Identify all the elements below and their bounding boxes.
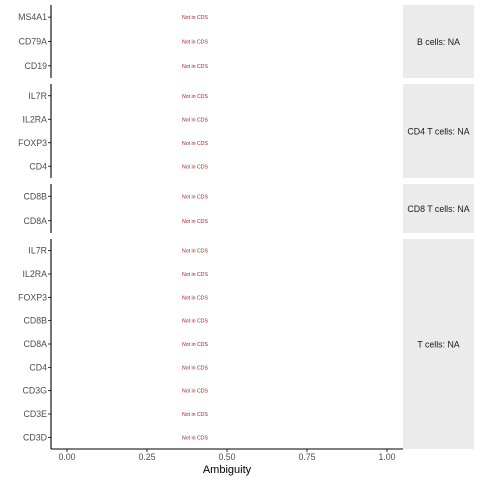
- annotation-label: Not in CDS: [182, 272, 208, 278]
- x-tick-label: 0.75: [298, 452, 315, 462]
- y-tick-label: MS4A1: [18, 12, 47, 22]
- y-tick-label: IL7R: [28, 91, 47, 101]
- y-tick-label: CD4: [29, 362, 47, 372]
- annotation-label: Not in CDS: [182, 117, 208, 123]
- x-tick-label: 0.50: [218, 452, 235, 462]
- y-tick-label: CD8A: [24, 339, 48, 349]
- annotation-label: Not in CDS: [182, 435, 208, 441]
- annotation-label: Not in CDS: [182, 194, 208, 200]
- strip-background: [403, 84, 474, 178]
- y-tick-label: CD3E: [24, 409, 48, 419]
- annotation-label: Not in CDS: [182, 295, 208, 301]
- y-tick-label: FOXP3: [18, 292, 47, 302]
- strip-label: CD8 T cells: NA: [407, 204, 469, 214]
- y-tick-label: CD3G: [23, 386, 48, 396]
- panel-3: T cells: NA IL7R Not in CDS IL2RA Not in CDS…: [18, 239, 474, 449]
- x-tick-label: 1.00: [378, 452, 395, 462]
- x-axis: 0.00 0.25 0.50 0.75 1.00 Ambiguity: [51, 448, 403, 476]
- y-tick-label: CD79A: [19, 37, 47, 47]
- y-tick-label: CD4: [29, 161, 47, 171]
- y-tick-label: CD3D: [23, 432, 47, 442]
- strip-background: [403, 5, 474, 78]
- annotation-label: Not in CDS: [182, 365, 208, 371]
- annotation-label: Not in CDS: [182, 249, 208, 255]
- panel-1: CD4 T cells: NA IL7R Not in CDS IL2RA Not in…: [18, 84, 474, 178]
- annotation-label: Not in CDS: [182, 141, 208, 147]
- x-tick-label: 0.00: [58, 452, 75, 462]
- y-tick-label: FOXP3: [18, 138, 47, 148]
- panel-0: B cells: NA MS4A1 Not in CDS CD79A Not in CD…: [18, 5, 474, 78]
- annotation-label: Not in CDS: [182, 412, 208, 418]
- annotation-label: Not in CDS: [182, 342, 208, 348]
- y-tick-label: IL2RA: [23, 114, 48, 124]
- strip-background: [403, 184, 474, 233]
- x-axis-title: Ambiguity: [203, 464, 252, 476]
- strip-background: [403, 239, 474, 449]
- y-tick-label: CD8A: [24, 216, 48, 226]
- annotation-label: Not in CDS: [182, 94, 208, 100]
- y-tick-label: CD8B: [24, 191, 48, 201]
- annotation-label: Not in CDS: [182, 219, 208, 225]
- y-tick-label: IL7R: [28, 246, 47, 256]
- panel-2: CD8 T cells: NA CD8B Not in CDS CD8A Not in …: [24, 184, 474, 233]
- strip-label: T cells: NA: [417, 340, 459, 350]
- annotation-label: Not in CDS: [182, 40, 208, 46]
- strip-label: B cells: NA: [417, 37, 460, 47]
- strip-label: CD4 T cells: NA: [407, 127, 469, 137]
- y-tick-label: CD19: [25, 61, 48, 71]
- annotation-label: Not in CDS: [182, 15, 208, 21]
- x-tick-label: 0.25: [138, 452, 155, 462]
- annotation-label: Not in CDS: [182, 164, 208, 170]
- y-tick-label: IL2RA: [23, 269, 48, 279]
- annotation-label: Not in CDS: [182, 389, 208, 395]
- y-tick-label: CD8B: [24, 316, 48, 326]
- annotation-label: Not in CDS: [182, 64, 208, 70]
- annotation-label: Not in CDS: [182, 319, 208, 325]
